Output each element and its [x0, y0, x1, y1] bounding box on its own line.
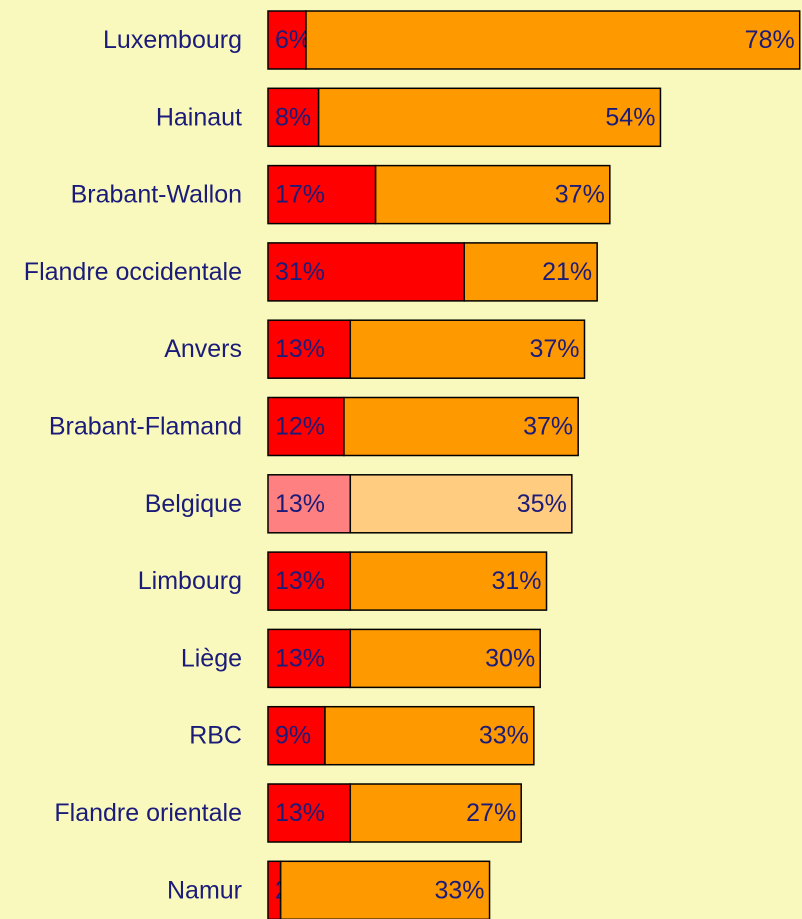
value-label: 33% [435, 876, 485, 904]
value-label: 13% [275, 490, 325, 518]
value-label: 13% [275, 335, 325, 363]
value-label: 8% [275, 103, 311, 131]
category-label: Belgique [145, 490, 242, 518]
bar-segment [267, 551, 352, 611]
bar-segment [305, 10, 801, 70]
value-label: 37% [529, 335, 579, 363]
bar-segment [349, 551, 548, 611]
value-label: 17% [275, 181, 325, 209]
category-label: Liège [181, 644, 242, 672]
category-label: Flandre orientale [54, 799, 242, 827]
value-label: 30% [485, 644, 535, 672]
value-label: 27% [466, 799, 516, 827]
value-label: 54% [605, 103, 655, 131]
bar-segment [463, 242, 598, 302]
category-label: Namur [167, 876, 242, 904]
bar-segment [267, 242, 465, 302]
value-label: 33% [479, 722, 529, 750]
category-label: RBC [189, 722, 242, 750]
value-label: 6% [275, 26, 311, 54]
value-label: 13% [275, 799, 325, 827]
bar-segment [267, 87, 320, 148]
bar-segment [343, 396, 579, 457]
category-label: Anvers [164, 335, 242, 363]
value-label: 9% [275, 722, 311, 750]
category-label: Hainaut [156, 103, 242, 131]
value-label: 12% [275, 413, 325, 441]
bar-segment [279, 860, 491, 919]
bar-segment [267, 10, 307, 70]
bar-segment [317, 87, 662, 148]
bar-segment [267, 628, 352, 689]
bar-segment [374, 164, 611, 225]
category-label: Luxembourg [103, 26, 242, 54]
value-label: 31% [491, 567, 541, 595]
value-label: 35% [517, 490, 567, 518]
bar-segment [349, 319, 586, 379]
bar-segment [267, 474, 352, 534]
category-label: Limbourg [138, 567, 242, 595]
bar-segment [267, 396, 345, 457]
bar-segment [267, 164, 377, 225]
bar-segment [267, 705, 326, 766]
bar-segment [267, 319, 352, 379]
value-label: 31% [275, 258, 325, 286]
value-label: 37% [523, 413, 573, 441]
value-label: 13% [275, 567, 325, 595]
bar-segment [349, 783, 522, 843]
bar-segment [349, 474, 573, 534]
category-label: Brabant-Flamand [49, 413, 242, 441]
value-label: 78% [745, 26, 795, 54]
value-label: 13% [275, 644, 325, 672]
value-label: 21% [542, 258, 592, 286]
bar-segment [349, 628, 541, 689]
category-label: Flandre occidentale [24, 258, 242, 286]
bar-segment [324, 705, 535, 766]
category-label: Brabant-Wallon [71, 181, 242, 209]
value-label: 37% [555, 181, 605, 209]
